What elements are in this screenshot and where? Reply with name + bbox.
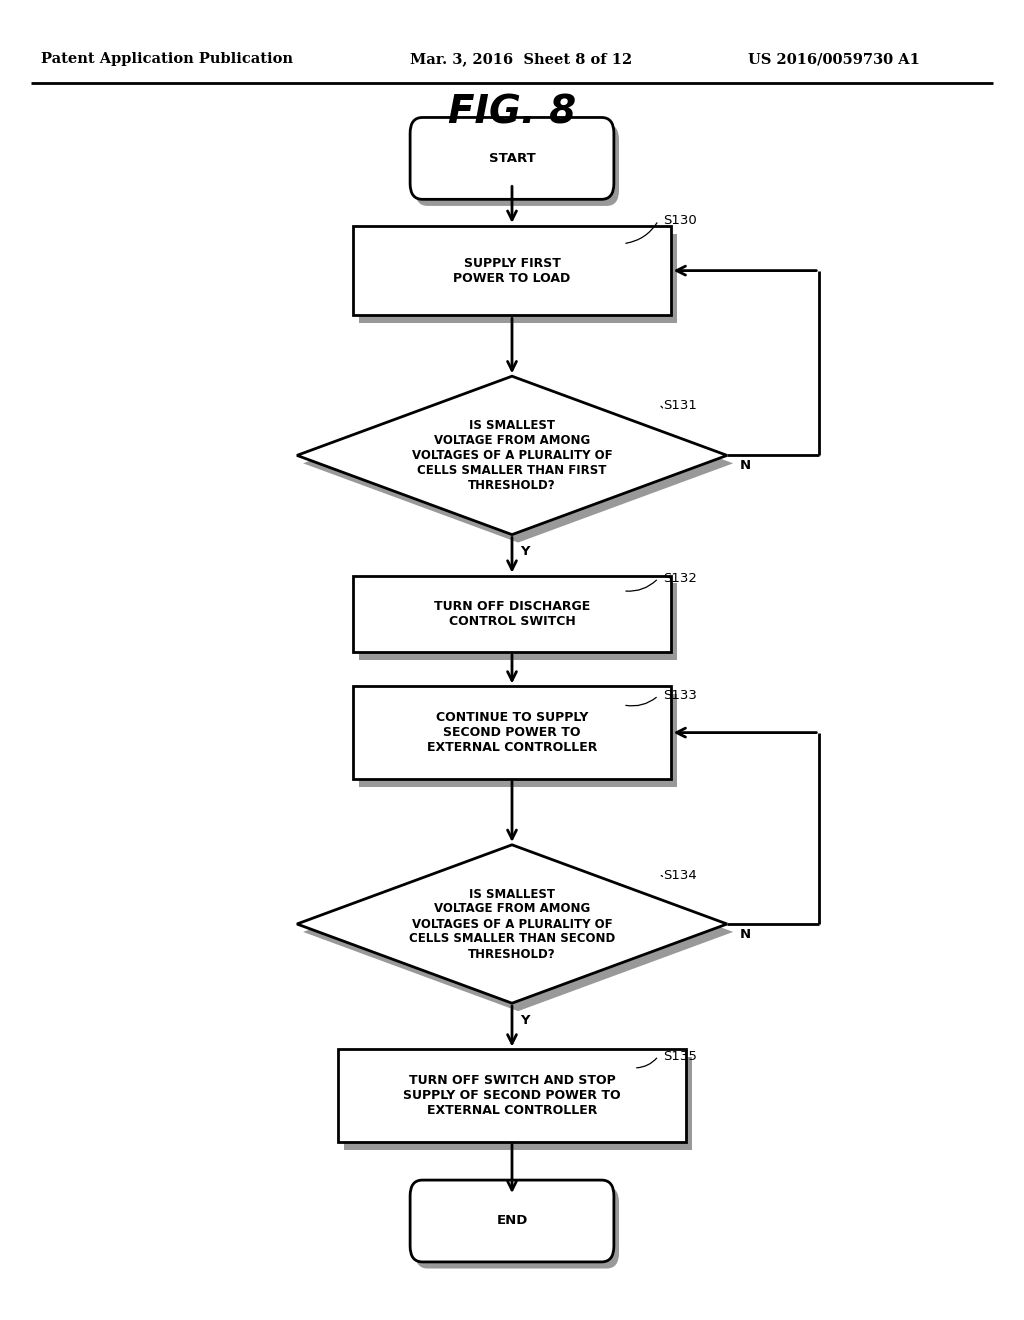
Text: S130: S130 xyxy=(664,214,697,227)
Bar xyxy=(344,1057,692,1150)
Text: TURN OFF DISCHARGE
CONTROL SWITCH: TURN OFF DISCHARGE CONTROL SWITCH xyxy=(434,599,590,628)
Text: S134: S134 xyxy=(664,869,697,882)
Text: END: END xyxy=(497,1214,527,1228)
Text: S132: S132 xyxy=(664,572,697,585)
Text: IS SMALLEST
VOLTAGE FROM AMONG
VOLTAGES OF A PLURALITY OF
CELLS SMALLER THAN FIR: IS SMALLEST VOLTAGE FROM AMONG VOLTAGES … xyxy=(412,418,612,492)
Bar xyxy=(353,686,671,779)
Text: TURN OFF SWITCH AND STOP
SUPPLY OF SECOND POWER TO
EXTERNAL CONTROLLER: TURN OFF SWITCH AND STOP SUPPLY OF SECON… xyxy=(403,1074,621,1117)
Text: SUPPLY FIRST
POWER TO LOAD: SUPPLY FIRST POWER TO LOAD xyxy=(454,256,570,285)
Polygon shape xyxy=(303,853,733,1011)
Polygon shape xyxy=(297,376,727,535)
Text: Patent Application Publication: Patent Application Publication xyxy=(41,53,293,66)
Polygon shape xyxy=(303,384,733,543)
Polygon shape xyxy=(297,845,727,1003)
Text: FIG. 8: FIG. 8 xyxy=(447,94,577,131)
Text: START: START xyxy=(488,152,536,165)
Text: US 2016/0059730 A1: US 2016/0059730 A1 xyxy=(748,53,920,66)
Text: N: N xyxy=(739,928,751,941)
Text: S133: S133 xyxy=(664,689,697,702)
Bar xyxy=(359,583,677,660)
FancyBboxPatch shape xyxy=(410,1180,613,1262)
Bar xyxy=(359,234,677,323)
Bar xyxy=(353,576,671,652)
Text: Y: Y xyxy=(520,545,529,558)
Text: CONTINUE TO SUPPLY
SECOND POWER TO
EXTERNAL CONTROLLER: CONTINUE TO SUPPLY SECOND POWER TO EXTER… xyxy=(427,711,597,754)
Text: S131: S131 xyxy=(664,399,697,412)
Bar xyxy=(353,226,671,315)
FancyBboxPatch shape xyxy=(410,117,613,199)
Text: N: N xyxy=(739,459,751,473)
FancyBboxPatch shape xyxy=(416,1187,618,1269)
Text: Y: Y xyxy=(520,1014,529,1027)
Text: IS SMALLEST
VOLTAGE FROM AMONG
VOLTAGES OF A PLURALITY OF
CELLS SMALLER THAN SEC: IS SMALLEST VOLTAGE FROM AMONG VOLTAGES … xyxy=(409,887,615,961)
FancyBboxPatch shape xyxy=(416,124,618,206)
Text: Mar. 3, 2016  Sheet 8 of 12: Mar. 3, 2016 Sheet 8 of 12 xyxy=(410,53,632,66)
Bar xyxy=(338,1049,686,1142)
Text: S135: S135 xyxy=(664,1049,697,1063)
Bar xyxy=(359,694,677,787)
